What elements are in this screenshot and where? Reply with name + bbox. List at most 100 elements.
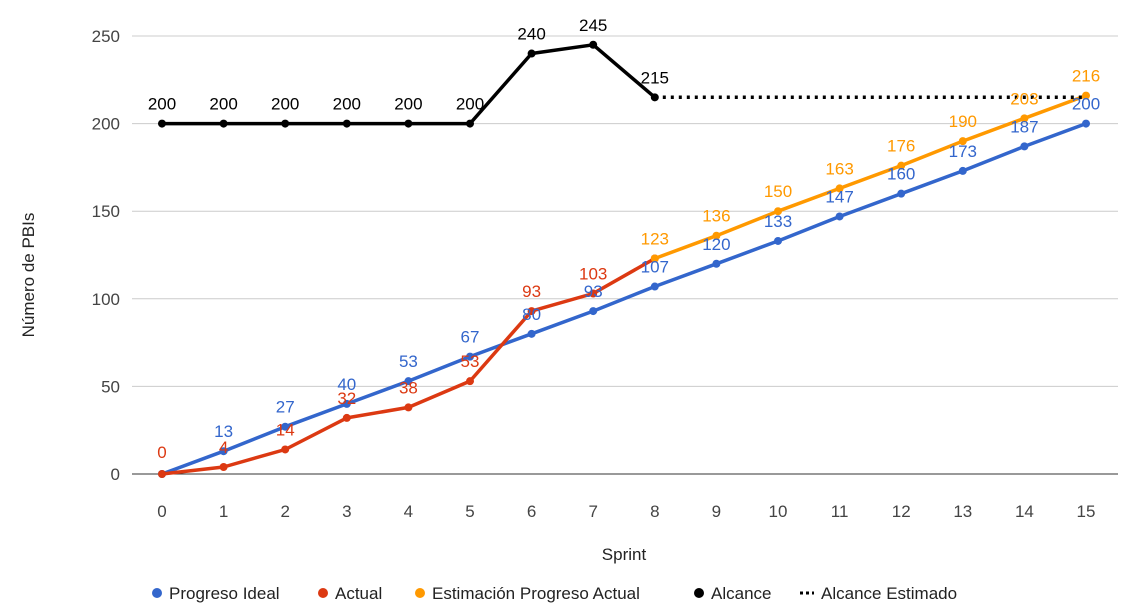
data-label: 176 bbox=[887, 137, 915, 156]
series-point-0 bbox=[342, 399, 351, 408]
data-label-layer: 13 27 40 53 67 80 93 107 120 133 147 160 173 187 200 0 4… bbox=[148, 16, 1100, 462]
data-label: 147 bbox=[825, 187, 853, 206]
data-label: 215 bbox=[641, 68, 669, 87]
data-label: 14 bbox=[276, 420, 295, 439]
data-label: 67 bbox=[461, 328, 480, 347]
x-tick-label: 8 bbox=[650, 502, 659, 521]
data-label: 200 bbox=[271, 95, 299, 114]
series-point-0 bbox=[281, 422, 290, 431]
series-point-3 bbox=[466, 119, 474, 128]
series-point-0 bbox=[1082, 119, 1090, 128]
series-point-1 bbox=[219, 462, 228, 471]
series-point-1 bbox=[404, 403, 413, 412]
series-point-2 bbox=[712, 231, 721, 240]
series-point-3 bbox=[404, 119, 413, 128]
series-point-0 bbox=[650, 282, 659, 291]
series-point-1 bbox=[158, 470, 166, 478]
series-point-0 bbox=[219, 447, 228, 456]
x-tick-label: 13 bbox=[953, 502, 972, 521]
series-point-2 bbox=[1020, 114, 1029, 123]
series-point-3 bbox=[158, 119, 166, 128]
data-label: 136 bbox=[702, 207, 730, 226]
x-tick-label: 10 bbox=[769, 502, 788, 521]
series-point-0 bbox=[589, 307, 598, 316]
series-point-3 bbox=[589, 40, 598, 49]
series-line-2 bbox=[653, 93, 1088, 261]
y-tick-label: 250 bbox=[92, 27, 120, 46]
data-label: 240 bbox=[517, 25, 545, 44]
data-label: 150 bbox=[764, 182, 792, 201]
x-tick-label: 6 bbox=[527, 502, 536, 521]
legend-marker bbox=[694, 588, 704, 598]
data-label: 200 bbox=[1072, 95, 1100, 114]
y-tick-label: 200 bbox=[92, 115, 120, 134]
series-point-0 bbox=[404, 377, 413, 386]
series-layer bbox=[158, 40, 1090, 478]
x-tick-label: 9 bbox=[712, 502, 721, 521]
series-point-3 bbox=[342, 119, 351, 128]
x-tick-label: 4 bbox=[404, 502, 413, 521]
data-label: 13 bbox=[214, 422, 233, 441]
data-label: 133 bbox=[764, 212, 792, 231]
data-label: 53 bbox=[461, 352, 480, 371]
data-label: 40 bbox=[337, 375, 356, 394]
legend-label: Alcance bbox=[711, 584, 771, 603]
data-label: 27 bbox=[276, 398, 295, 417]
legend-marker bbox=[152, 588, 162, 598]
series-point-3 bbox=[281, 119, 290, 128]
series-point-0 bbox=[712, 259, 721, 268]
data-label: 187 bbox=[1010, 117, 1038, 136]
data-label: 200 bbox=[209, 95, 237, 114]
y-tick-label: 50 bbox=[101, 377, 120, 396]
x-tick-label: 3 bbox=[342, 502, 351, 521]
series-point-2 bbox=[897, 161, 906, 170]
legend-label: Alcance Estimado bbox=[821, 584, 957, 603]
data-label: 4 bbox=[219, 438, 228, 457]
series-point-1 bbox=[342, 413, 351, 422]
x-axis-title: Sprint bbox=[602, 545, 647, 564]
x-tick-label: 1 bbox=[219, 502, 228, 521]
data-label: 38 bbox=[399, 378, 418, 397]
x-tick-label: 11 bbox=[831, 502, 849, 521]
series-point-0 bbox=[527, 329, 536, 338]
y-tick-label: 0 bbox=[111, 465, 120, 484]
legend-marker bbox=[415, 588, 425, 598]
data-label: 216 bbox=[1072, 67, 1100, 86]
series-point-1 bbox=[466, 377, 474, 386]
series-point-0 bbox=[835, 212, 844, 221]
x-tick-label: 0 bbox=[157, 502, 166, 521]
data-label: 160 bbox=[887, 165, 915, 184]
data-label: 53 bbox=[399, 352, 418, 371]
legend-marker bbox=[318, 588, 328, 598]
data-label: 200 bbox=[148, 95, 176, 114]
data-label: 0 bbox=[157, 443, 166, 462]
legend-label: Progreso Ideal bbox=[169, 584, 280, 603]
legend-label: Actual bbox=[335, 584, 382, 603]
series-point-0 bbox=[774, 236, 782, 245]
legend: Progreso Ideal Actual Estimación Progreso … bbox=[152, 584, 957, 603]
data-label: 245 bbox=[579, 16, 607, 35]
x-tick-label: 15 bbox=[1077, 502, 1096, 521]
series-line-0 bbox=[160, 121, 1088, 476]
y-tick-label: 100 bbox=[92, 290, 120, 309]
data-label: 80 bbox=[522, 305, 541, 324]
x-tick-label: 12 bbox=[892, 502, 911, 521]
series-point-0 bbox=[897, 189, 906, 198]
series-point-1 bbox=[589, 289, 598, 298]
data-label: 123 bbox=[641, 230, 669, 249]
x-tick-label: 14 bbox=[1015, 502, 1034, 521]
series-point-3 bbox=[219, 119, 228, 128]
series-point-2 bbox=[958, 137, 967, 146]
data-label: 93 bbox=[522, 282, 541, 301]
y-axis-title: Número de PBIs bbox=[19, 213, 38, 338]
data-label: 107 bbox=[641, 258, 669, 277]
y-tick-label: 150 bbox=[92, 202, 120, 221]
x-tick-label: 5 bbox=[465, 502, 474, 521]
series-point-2 bbox=[650, 254, 659, 263]
data-label: 200 bbox=[394, 95, 422, 114]
series-point-2 bbox=[774, 207, 782, 216]
x-tick-label: 7 bbox=[588, 502, 597, 521]
data-label: 200 bbox=[333, 95, 361, 114]
